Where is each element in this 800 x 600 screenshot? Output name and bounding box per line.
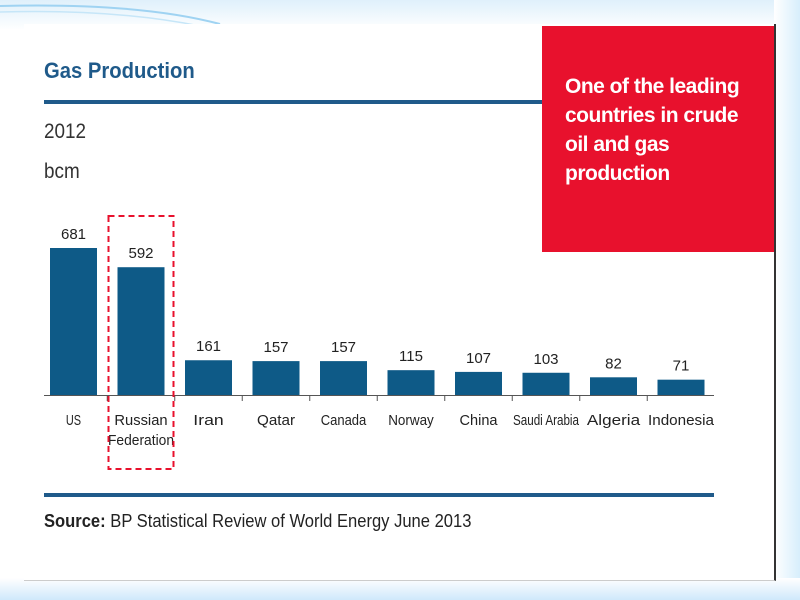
category-label-2: Iran [193, 412, 223, 429]
bar-6 [455, 371, 502, 395]
chart-title: Gas Production [44, 58, 195, 83]
bar-5 [387, 370, 435, 395]
bar-1 [117, 267, 165, 395]
background-bottom-band [0, 578, 800, 600]
callout-text: One of the leading countries in crude oi… [565, 75, 740, 185]
chart-year: 2012 [44, 120, 87, 143]
data-label-1: 592 [128, 245, 153, 262]
category-label-1-line-1: Federation [108, 432, 174, 449]
data-label-9: 71 [673, 358, 690, 375]
title-rule [44, 100, 542, 104]
data-label-7: 103 [533, 351, 558, 368]
data-label-8: 82 [605, 355, 622, 372]
bar-8 [590, 377, 637, 395]
slide-panel: Gas Production 2012 bcm One of the leadi… [24, 24, 776, 581]
bar-3 [252, 361, 300, 395]
source-rule [44, 493, 714, 497]
category-label-6: China [460, 412, 499, 429]
category-label-7: Saudi Arabia [513, 412, 579, 429]
background-right-band [774, 0, 800, 600]
bar-2 [185, 360, 232, 395]
bar-4 [320, 361, 367, 395]
data-label-5: 115 [399, 348, 423, 365]
source-text: BP Statistical Review of World Energy Ju… [110, 511, 472, 531]
category-label-5: Norway [388, 412, 434, 429]
data-label-3: 157 [263, 339, 288, 356]
data-label-2: 161 [196, 338, 221, 355]
category-label-8: Algeria [587, 412, 641, 429]
data-label-0: 681 [61, 226, 86, 243]
category-label-3: Qatar [257, 412, 295, 429]
category-label-1-line-0: Russian [114, 412, 167, 429]
chart-unit: bcm [44, 160, 80, 183]
highlight-box [107, 215, 175, 470]
category-label-9: Indonesia [648, 412, 715, 429]
bar-9 [657, 379, 705, 395]
data-label-6: 107 [466, 350, 491, 367]
source-label: Source: [44, 511, 106, 531]
bar-7 [522, 372, 570, 395]
category-label-4: Canada [321, 412, 367, 429]
data-label-4: 157 [331, 339, 356, 356]
bar-chart: 681 US 592 Russian Federation 161 Iran 157 Qatar… [44, 215, 715, 470]
bar-0 [50, 248, 97, 395]
category-label-0: US [66, 412, 81, 429]
source-line: Source: BP Statistical Review of World E… [44, 511, 471, 532]
callout-box: One of the leading countries in crude oi… [542, 26, 774, 252]
